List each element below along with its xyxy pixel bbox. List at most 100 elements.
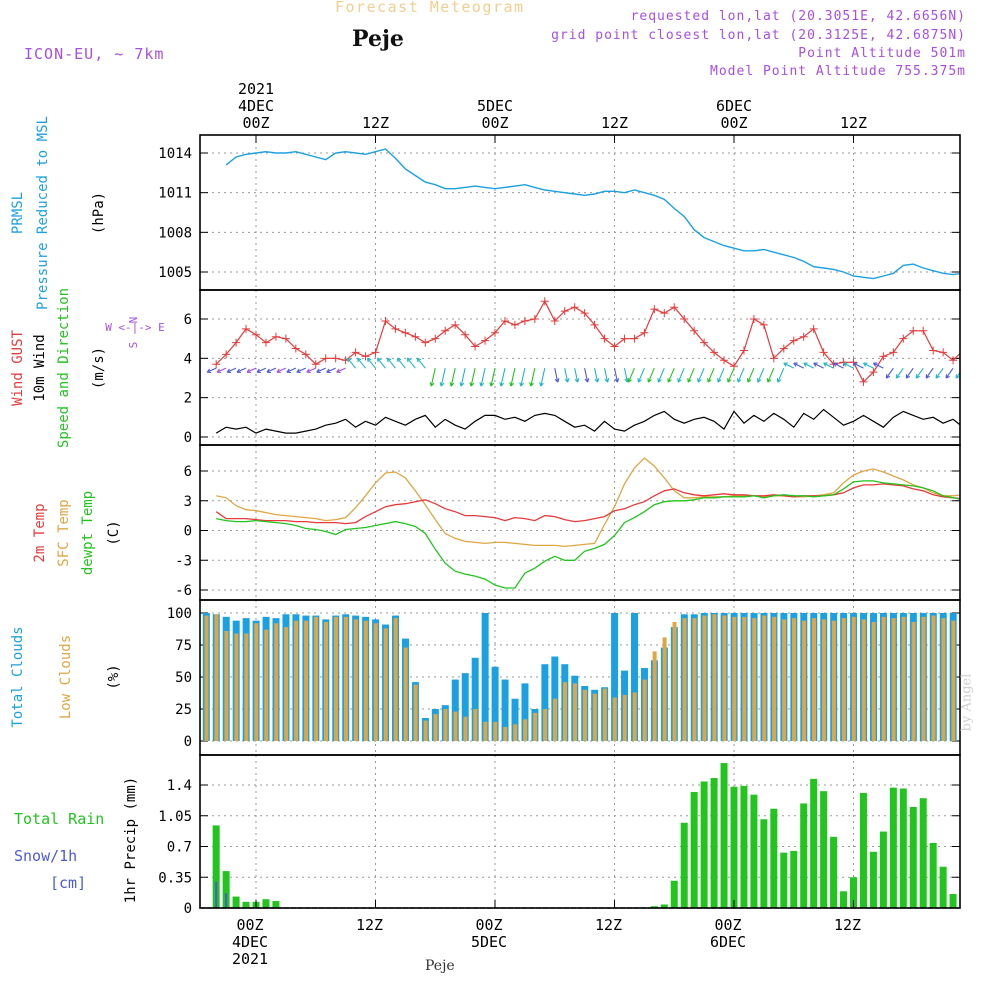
wind-direction-arrow bbox=[756, 367, 765, 383]
low-cloud-bar bbox=[453, 711, 458, 741]
rain-bar bbox=[780, 852, 788, 908]
low-cloud-bar bbox=[304, 620, 309, 741]
gust-marker bbox=[789, 336, 798, 345]
wind-direction-arrow bbox=[519, 368, 526, 387]
low-cloud-bar bbox=[702, 615, 707, 741]
low-cloud-bar bbox=[881, 616, 886, 741]
gust-marker bbox=[690, 326, 699, 335]
gust-marker bbox=[799, 332, 808, 341]
gust-marker bbox=[431, 334, 440, 343]
rain-bar bbox=[720, 763, 728, 908]
total-cloud-bar bbox=[631, 613, 639, 741]
gust-marker bbox=[660, 309, 669, 318]
wind-direction-arrow bbox=[406, 357, 416, 369]
gust-marker bbox=[759, 320, 768, 329]
low-cloud-bar bbox=[572, 683, 577, 741]
precip-title: 1hr Precip (mm) bbox=[123, 777, 139, 903]
wind-direction-arrow bbox=[647, 367, 655, 383]
low-cloud-bar bbox=[652, 651, 657, 741]
low-cloud-bar bbox=[264, 629, 269, 741]
x-tick-label-top: 4DEC bbox=[238, 97, 274, 115]
legend-snow-unit: [cm] bbox=[50, 874, 86, 892]
y-tick-label: 75 bbox=[175, 638, 192, 654]
low-cloud-bar bbox=[732, 616, 737, 741]
low-cloud-bar bbox=[742, 616, 747, 741]
wind-direction-arrow bbox=[766, 367, 775, 383]
rain-bar bbox=[889, 787, 897, 908]
temp-units: (C) bbox=[106, 520, 122, 545]
wind-direction-arrow bbox=[637, 367, 645, 383]
low-cloud-bar bbox=[861, 619, 866, 741]
x-tick-label-top: 5DEC bbox=[477, 97, 513, 115]
x-tick-label-top: 00Z bbox=[242, 114, 269, 132]
wind-direction-arrow bbox=[707, 367, 715, 383]
wind-direction-arrow bbox=[469, 368, 476, 387]
y-tick-label: 0 bbox=[184, 430, 192, 446]
low-cloud-bar bbox=[473, 709, 478, 741]
gust-marker bbox=[471, 342, 480, 351]
y-tick-label: 4 bbox=[184, 351, 192, 367]
panel-precipitation: 0 0.35 0.7 1.05 1.4 bbox=[158, 755, 960, 917]
wind-direction-arrow bbox=[843, 362, 854, 369]
gust-marker bbox=[909, 326, 918, 335]
wind-direction-arrow bbox=[986, 368, 993, 378]
gust-marker bbox=[371, 348, 380, 357]
rain-bar bbox=[869, 851, 877, 908]
low-cloud-bar bbox=[214, 614, 219, 741]
rain-bar bbox=[979, 906, 986, 908]
low-cloud-bar bbox=[443, 709, 448, 741]
low-cloud-bar bbox=[314, 616, 319, 741]
low-cloud-bar bbox=[353, 619, 358, 741]
low-cloud-bar bbox=[483, 721, 488, 741]
x-tick-label-top: 12Z bbox=[362, 114, 389, 132]
gust-marker bbox=[281, 334, 290, 343]
gust-marker bbox=[620, 334, 629, 343]
low-cloud-bar bbox=[612, 697, 617, 741]
gust-marker bbox=[252, 330, 260, 339]
wind-direction-arrow bbox=[564, 368, 570, 383]
x-tick-label-bottom: 2021 bbox=[232, 950, 268, 968]
rain-bar bbox=[850, 877, 857, 908]
wind-direction-arrow bbox=[376, 357, 386, 369]
wind-direction-arrow bbox=[833, 362, 844, 369]
total-cloud-bar bbox=[501, 679, 509, 741]
wind-direction-arrow bbox=[306, 367, 316, 374]
low-cloud-bar bbox=[503, 726, 508, 741]
total-cloud-bar bbox=[521, 683, 529, 741]
wind-direction-arrow bbox=[727, 367, 735, 383]
wind-direction-arrow bbox=[717, 367, 725, 383]
wind-direction-arrow bbox=[366, 357, 376, 369]
panel-frame bbox=[199, 134, 961, 291]
wind-direction-arrow bbox=[226, 367, 237, 374]
gust-marker bbox=[939, 348, 948, 357]
y-tick-label: 6 bbox=[184, 312, 192, 328]
legend-snow: Snow/1h bbox=[14, 847, 77, 865]
low-cloud-bar bbox=[762, 615, 767, 741]
credit-watermark: by Angel bbox=[958, 655, 998, 755]
gust-marker bbox=[560, 307, 569, 316]
wind-direction-arrow bbox=[697, 367, 705, 383]
low-cloud-bar bbox=[891, 618, 896, 741]
x-tick-label-top: 12Z bbox=[840, 114, 867, 132]
gust-marker bbox=[461, 330, 470, 339]
y-tick-label: 0.35 bbox=[158, 870, 192, 886]
wind-direction-arrow bbox=[386, 357, 396, 369]
gust-marker bbox=[949, 356, 958, 365]
total-cloud-bar bbox=[491, 666, 499, 741]
wind-direction-arrow bbox=[895, 367, 904, 379]
wind-direction-arrow bbox=[604, 368, 610, 383]
total-cloud-bar bbox=[541, 664, 549, 741]
temp-2m-line bbox=[215, 483, 960, 525]
y-tick-label: 1014 bbox=[158, 146, 192, 162]
y-tick-label: 1008 bbox=[158, 225, 192, 241]
wind-direction-arrow bbox=[803, 362, 814, 369]
gust-marker bbox=[879, 352, 888, 361]
low-cloud-bar bbox=[582, 689, 587, 741]
wind-direction-arrow bbox=[489, 368, 496, 387]
snow-bar bbox=[215, 881, 218, 908]
gust-marker bbox=[710, 348, 719, 357]
y-tick-label: 0 bbox=[184, 734, 192, 750]
wind-direction-arrow bbox=[976, 368, 983, 378]
rain-bar bbox=[680, 822, 688, 908]
